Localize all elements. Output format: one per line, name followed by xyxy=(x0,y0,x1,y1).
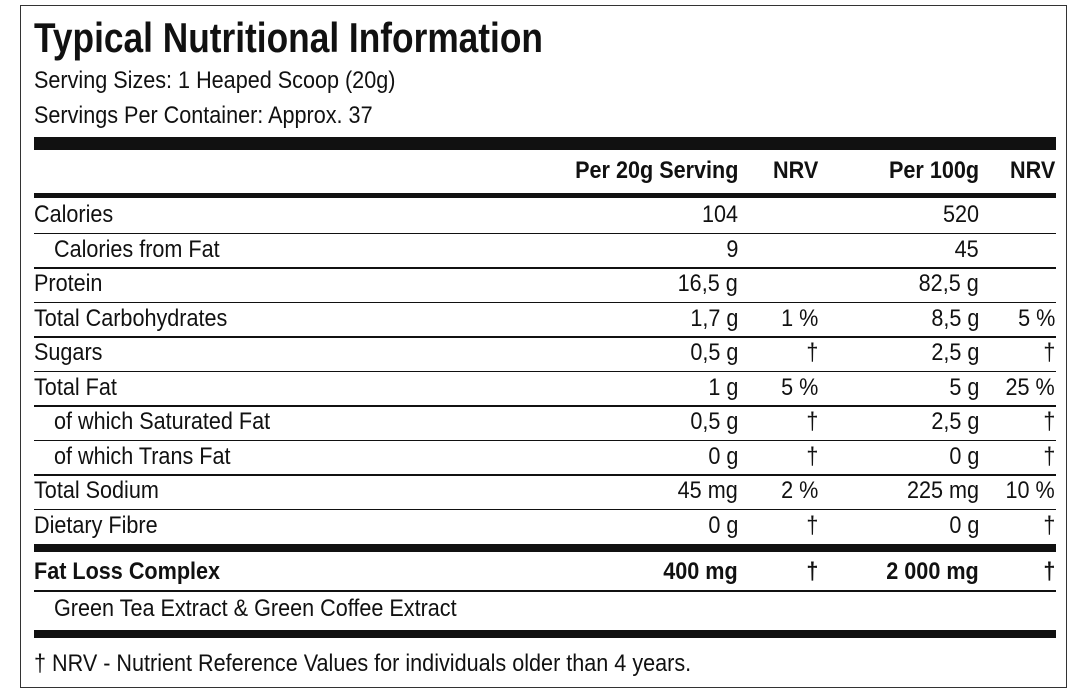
row-label: Protein xyxy=(34,270,103,297)
row-label: Total Fat xyxy=(34,373,117,401)
row-rule xyxy=(34,590,1056,592)
column-header: NRV xyxy=(1009,157,1055,184)
cell-value: 400 mg xyxy=(663,558,738,585)
cell-value: 104 xyxy=(701,201,738,228)
cell-value: † xyxy=(805,408,818,435)
row-label: of which Saturated Fat xyxy=(54,408,271,435)
cell-value: 2 % xyxy=(780,477,818,504)
cell-value: 0 g xyxy=(707,511,738,539)
cell-value: † xyxy=(1042,339,1055,366)
row-label: Sugars xyxy=(34,339,103,366)
cell-value: 5 g xyxy=(948,373,979,401)
cell-value: † xyxy=(805,511,818,539)
thick-rule xyxy=(34,193,1056,198)
row-rule xyxy=(34,232,1056,234)
cell-value: 0 g xyxy=(948,442,979,470)
serving-size: Serving Sizes: 1 Heaped Scoop (20g) xyxy=(34,67,396,94)
row-rule xyxy=(34,405,1056,407)
row-rule xyxy=(34,474,1056,476)
cell-value: 0 g xyxy=(948,511,979,539)
cell-value: † xyxy=(1042,408,1055,435)
column-header: Per 20g Serving xyxy=(574,157,738,184)
cell-value: 0,5 g xyxy=(689,339,738,366)
row-rule xyxy=(34,370,1056,372)
row-label: of which Trans Fat xyxy=(54,442,231,470)
cell-value: 82,5 g xyxy=(918,270,979,297)
column-header: Per 100g xyxy=(888,157,979,184)
cell-value: 1 g xyxy=(707,373,738,401)
frame xyxy=(20,5,1067,688)
cell-value: 0 g xyxy=(707,442,738,470)
cell-value: 225 mg xyxy=(906,477,979,504)
cell-value: 520 xyxy=(942,201,979,228)
cell-value: 5 % xyxy=(1017,304,1055,332)
row-rule xyxy=(34,336,1056,338)
row-label: Total Sodium xyxy=(34,477,159,504)
cell-value: 1,7 g xyxy=(689,304,738,332)
cell-value: 25 % xyxy=(1005,373,1055,401)
complex-ingredients: Green Tea Extract & Green Coffee Extract xyxy=(54,595,457,622)
cell-value: 1 % xyxy=(780,304,818,332)
cell-value: † xyxy=(805,339,818,366)
thick-rule xyxy=(34,137,1056,150)
thick-rule xyxy=(34,544,1056,552)
cell-value: 2,5 g xyxy=(930,408,979,435)
cell-value: † xyxy=(1042,442,1055,470)
cell-value: 0,5 g xyxy=(689,408,738,435)
title: Typical Nutritional Information xyxy=(34,14,543,61)
cell-value: † xyxy=(1042,558,1055,585)
row-label: Fat Loss Complex xyxy=(34,558,221,585)
cell-value: 10 % xyxy=(1005,477,1055,504)
row-label: Calories from Fat xyxy=(54,235,220,263)
row-rule xyxy=(34,301,1056,303)
row-label: Calories xyxy=(34,201,114,228)
row-rule xyxy=(34,267,1056,269)
row-label: Total Carbohydrates xyxy=(34,304,228,332)
cell-value: 45 xyxy=(954,235,979,263)
cell-value: 45 mg xyxy=(677,477,738,504)
cell-value: 2 000 mg xyxy=(886,558,979,585)
cell-value: 16,5 g xyxy=(677,270,738,297)
column-header: NRV xyxy=(772,157,818,184)
cell-value: † xyxy=(1042,511,1055,539)
cell-value: 5 % xyxy=(780,373,818,401)
row-rule xyxy=(34,439,1056,441)
row-label: Dietary Fibre xyxy=(34,511,158,539)
cell-value: † xyxy=(805,442,818,470)
cell-value: 9 xyxy=(725,235,738,263)
servings-per-container: Servings Per Container: Approx. 37 xyxy=(34,102,373,129)
thick-rule xyxy=(34,630,1056,638)
footnote: † NRV - Nutrient Reference Values for in… xyxy=(34,650,692,677)
cell-value: † xyxy=(805,558,818,585)
row-rule xyxy=(34,508,1056,510)
cell-value: 8,5 g xyxy=(930,304,979,332)
cell-value: 2,5 g xyxy=(930,339,979,366)
